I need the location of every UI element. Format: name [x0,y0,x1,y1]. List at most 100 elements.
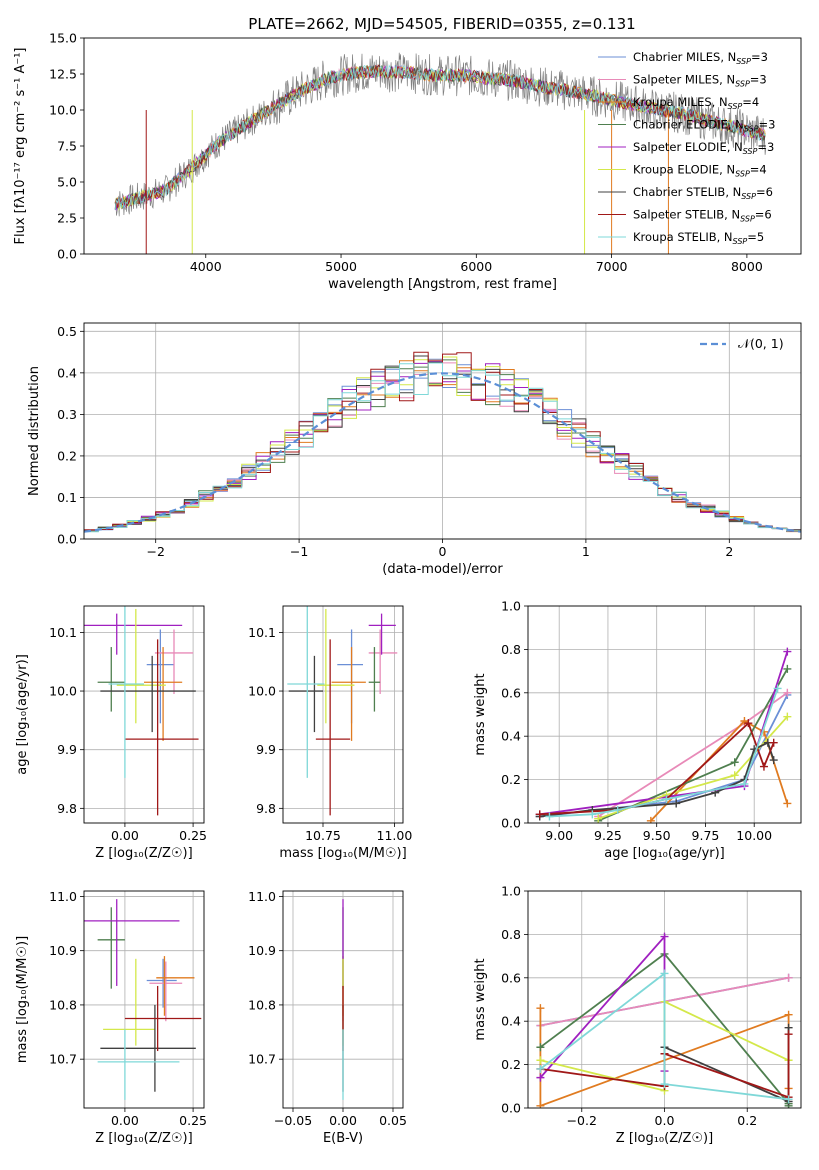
legend-subscript: SSP [733,237,748,246]
y-tick-label: 10.9 [248,943,276,958]
x-tick-label: 0.2 [737,1113,757,1128]
axes-frame [83,890,205,1109]
x-axis-label: age [log₁₀(age/yr)] [604,846,725,861]
x-tick-label: 4000 [190,259,222,274]
data-point-marker [536,1101,545,1108]
y-tick-label: 0.8 [501,642,521,657]
panel-mass-vs-ebv: −0.05 0.00 0.05 10.7 10.8 10.9 11.0 E(B-V) [248,889,407,1146]
y-axis-label: mass weight [473,958,488,1040]
y-tick-label: 5.0 [57,175,77,190]
legend-subscript: SSP [740,215,755,224]
y-tick-label: 9.9 [57,742,77,757]
x-tick-label: 0.05 [379,1113,407,1128]
x-tick-label: 0.00 [111,1113,139,1128]
figure-title: PLATE=2662, MJD=54505, FIBERID=0355, z=0… [248,15,635,33]
x-tick-label: 9.00 [545,828,573,843]
y-tick-label: 0.2 [501,772,521,787]
x-axis-label: E(B-V) [323,1131,363,1146]
panel-mass-vs-z: 0.00 0.25 10.7 10.8 10.9 11.0 Z [log₁₀(Z/Z☉)] m… [15,889,207,1146]
y-tick-label: 12.5 [49,67,77,82]
y-axis-label: Flux [fλ10⁻¹⁷ erg cm⁻² s⁻¹ A⁻¹] [13,48,28,245]
legend-subscript: SSP [741,192,756,201]
axes-frame [527,890,802,1109]
x-tick-label: 5000 [325,259,357,274]
legend-subscript: SSP [743,147,758,156]
x-tick-label: 10.75 [305,828,341,843]
data-point-marker [784,1010,793,1019]
data-point-marker [730,758,739,767]
legend-nssp-value: =6 [756,185,773,199]
axes-frame [282,605,404,824]
legend-subscript: SSP [744,125,759,134]
x-tick-label: 0.0 [655,1113,675,1128]
y-tick-label: 0.2 [57,448,77,463]
x-tick-label: 9.50 [643,828,671,843]
data-point-marker [646,816,655,823]
data-point-marker [783,712,792,721]
x-tick-label: 7000 [596,259,628,274]
data-point-marker [536,1056,545,1065]
x-tick-label: 6000 [460,259,492,274]
y-tick-label: 2.5 [57,211,77,226]
clipped-area [536,932,793,1108]
data-point-marker [730,771,739,780]
y-tick-label: 0.1 [57,490,77,505]
x-tick-label: 0.00 [111,828,139,843]
x-tick-label: 10.00 [736,828,772,843]
y-tick-label: 1.0 [501,884,521,899]
legend-nssp-value: =3 [750,73,767,87]
data-point-marker [672,799,681,808]
y-tick-label: 10.8 [248,997,276,1012]
panel-massweight-vs-z: −0.2 0.0 0.2 0.0 0.2 0.4 0.6 0.8 1.0 Z [log₁₀(Z/Z… [473,884,802,1146]
series-line [539,934,666,1079]
data-point-marker [783,647,792,656]
legend-nssp-value: =3 [759,118,776,132]
x-tick-label: −1 [290,544,308,559]
y-tick-label: 0.0 [501,1101,521,1116]
data-point-marker [536,1064,545,1073]
x-axis-label: (data-model)/error [382,562,503,577]
y-tick-label: 0.5 [57,324,77,339]
clipped-area [84,606,199,816]
data-point-marker [545,812,554,821]
data-point-marker [588,810,597,819]
data-point-marker [773,684,782,693]
y-tick-label: 0.6 [501,970,521,985]
y-tick-label: 10.9 [49,943,77,958]
clipped-area [287,606,398,816]
clipped-area [84,351,801,533]
data-point-marker [784,1030,793,1039]
panel-age-vs-z: 0.00 0.25 9.8 9.9 10.0 10.1 Z [log₁₀(Z/Z☉)] age… [15,605,207,861]
x-tick-label: 0.00 [329,1113,357,1128]
data-point-marker [783,688,792,697]
y-tick-label: 7.5 [57,139,77,154]
legend-subscript: SSP [736,57,751,66]
series-line [539,721,775,816]
legend-subscript: SSP [735,170,750,179]
data-point-marker [613,805,622,814]
y-tick-label: 0.4 [501,729,521,744]
x-axis-label: wavelength [Angstrom, rest frame] [328,277,557,292]
y-tick-label: 10.1 [49,625,77,640]
legend-nssp-value: =4 [750,163,767,177]
y-tick-label: 10.7 [49,1052,77,1067]
x-axis-label: Z [log₁₀(Z/Z☉)] [95,846,192,861]
data-point-marker [536,1043,545,1052]
legend-entry-label: 𝒩(0, 1) [738,336,784,351]
panel-spectrum: 4000 5000 6000 7000 8000 0.0 2.5 5.0 7.5 10.0 12.5… [13,31,802,292]
axes-frame [83,322,802,540]
legend-entry-label: Kroupa STELIB, NSSP=5 [633,230,764,246]
y-tick-label: 10.0 [49,684,77,699]
clipped-area [84,899,202,1100]
y-tick-label: 9.8 [256,801,276,816]
legend-entry-label: Chabrier STELIB, NSSP=6 [633,185,773,201]
series-line [549,688,779,818]
panel-age-vs-mass: 10.75 11.00 9.8 9.9 10.0 10.1 mass [log₁₀(M/M☉… [248,605,412,861]
legend-nssp-value: =6 [755,208,772,222]
series-line [539,694,789,818]
y-tick-label: 0.0 [57,532,77,547]
legend-entry-label: Salpeter ELODIE, NSSP=3 [633,140,774,156]
legend-nssp-value: =3 [757,140,774,154]
legend-entry-label: Kroupa MILES, NSSP=4 [633,95,759,111]
x-tick-label: 1 [582,544,590,559]
